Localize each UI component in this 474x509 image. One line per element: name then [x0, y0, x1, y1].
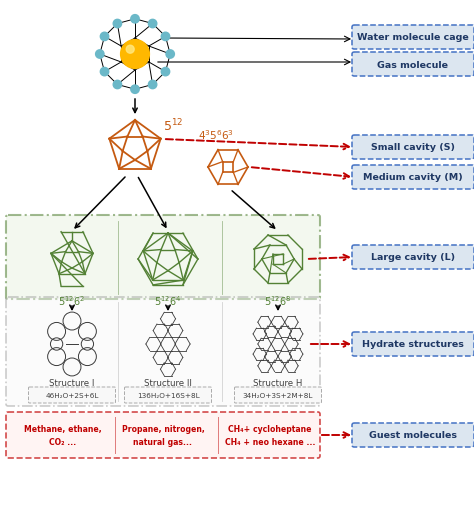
Text: $4^35^66^3$: $4^35^66^3$: [198, 128, 234, 142]
Text: Propane, nitrogen,
natural gas...: Propane, nitrogen, natural gas...: [121, 425, 204, 446]
Circle shape: [100, 68, 109, 77]
Circle shape: [148, 81, 157, 90]
Circle shape: [131, 16, 139, 24]
Text: Water molecule cage: Water molecule cage: [357, 34, 469, 42]
Text: Methane, ethane,
CO₂ ...: Methane, ethane, CO₂ ...: [24, 425, 102, 446]
Text: Small cavity (S): Small cavity (S): [371, 143, 455, 152]
FancyBboxPatch shape: [125, 387, 211, 403]
Circle shape: [131, 86, 139, 94]
FancyBboxPatch shape: [235, 387, 321, 403]
Text: Structure I: Structure I: [49, 378, 95, 387]
Text: $5^{12}6^8$: $5^{12}6^8$: [264, 293, 292, 307]
Circle shape: [161, 33, 170, 42]
Text: $5^{12}$: $5^{12}$: [163, 118, 183, 134]
FancyBboxPatch shape: [352, 245, 474, 269]
FancyBboxPatch shape: [352, 423, 474, 447]
Text: CH₄+ cycloheptane
CH₄ + neo hexane ...: CH₄+ cycloheptane CH₄ + neo hexane ...: [225, 425, 315, 446]
Circle shape: [161, 68, 170, 77]
Text: Structure II: Structure II: [144, 378, 192, 387]
Circle shape: [113, 20, 122, 29]
Circle shape: [126, 46, 134, 54]
Text: Large cavity (L): Large cavity (L): [371, 253, 455, 262]
Text: Medium cavity (M): Medium cavity (M): [363, 173, 463, 182]
Text: Gas molecule: Gas molecule: [377, 61, 448, 69]
Circle shape: [166, 51, 174, 59]
Text: $5^{12}6^2$: $5^{12}6^2$: [58, 293, 86, 307]
Circle shape: [113, 81, 122, 90]
Text: 136H₂O+16S+8L: 136H₂O+16S+8L: [137, 392, 199, 398]
FancyBboxPatch shape: [6, 297, 320, 406]
FancyBboxPatch shape: [6, 216, 320, 299]
Circle shape: [148, 20, 157, 29]
Circle shape: [96, 51, 104, 59]
Circle shape: [120, 41, 149, 69]
FancyBboxPatch shape: [352, 53, 474, 77]
Text: 46H₂O+2S+6L: 46H₂O+2S+6L: [46, 392, 99, 398]
Circle shape: [100, 33, 109, 42]
FancyBboxPatch shape: [352, 165, 474, 190]
FancyBboxPatch shape: [28, 387, 116, 403]
FancyBboxPatch shape: [352, 26, 474, 50]
FancyBboxPatch shape: [352, 136, 474, 160]
Text: $5^{12}6^4$: $5^{12}6^4$: [154, 293, 182, 307]
FancyBboxPatch shape: [6, 412, 320, 458]
FancyBboxPatch shape: [352, 332, 474, 356]
Text: Hydrate structures: Hydrate structures: [362, 340, 464, 349]
Text: Structure H: Structure H: [253, 378, 303, 387]
Text: Guest molecules: Guest molecules: [369, 431, 457, 440]
Text: 34H₂O+3S+2M+8L: 34H₂O+3S+2M+8L: [243, 392, 313, 398]
